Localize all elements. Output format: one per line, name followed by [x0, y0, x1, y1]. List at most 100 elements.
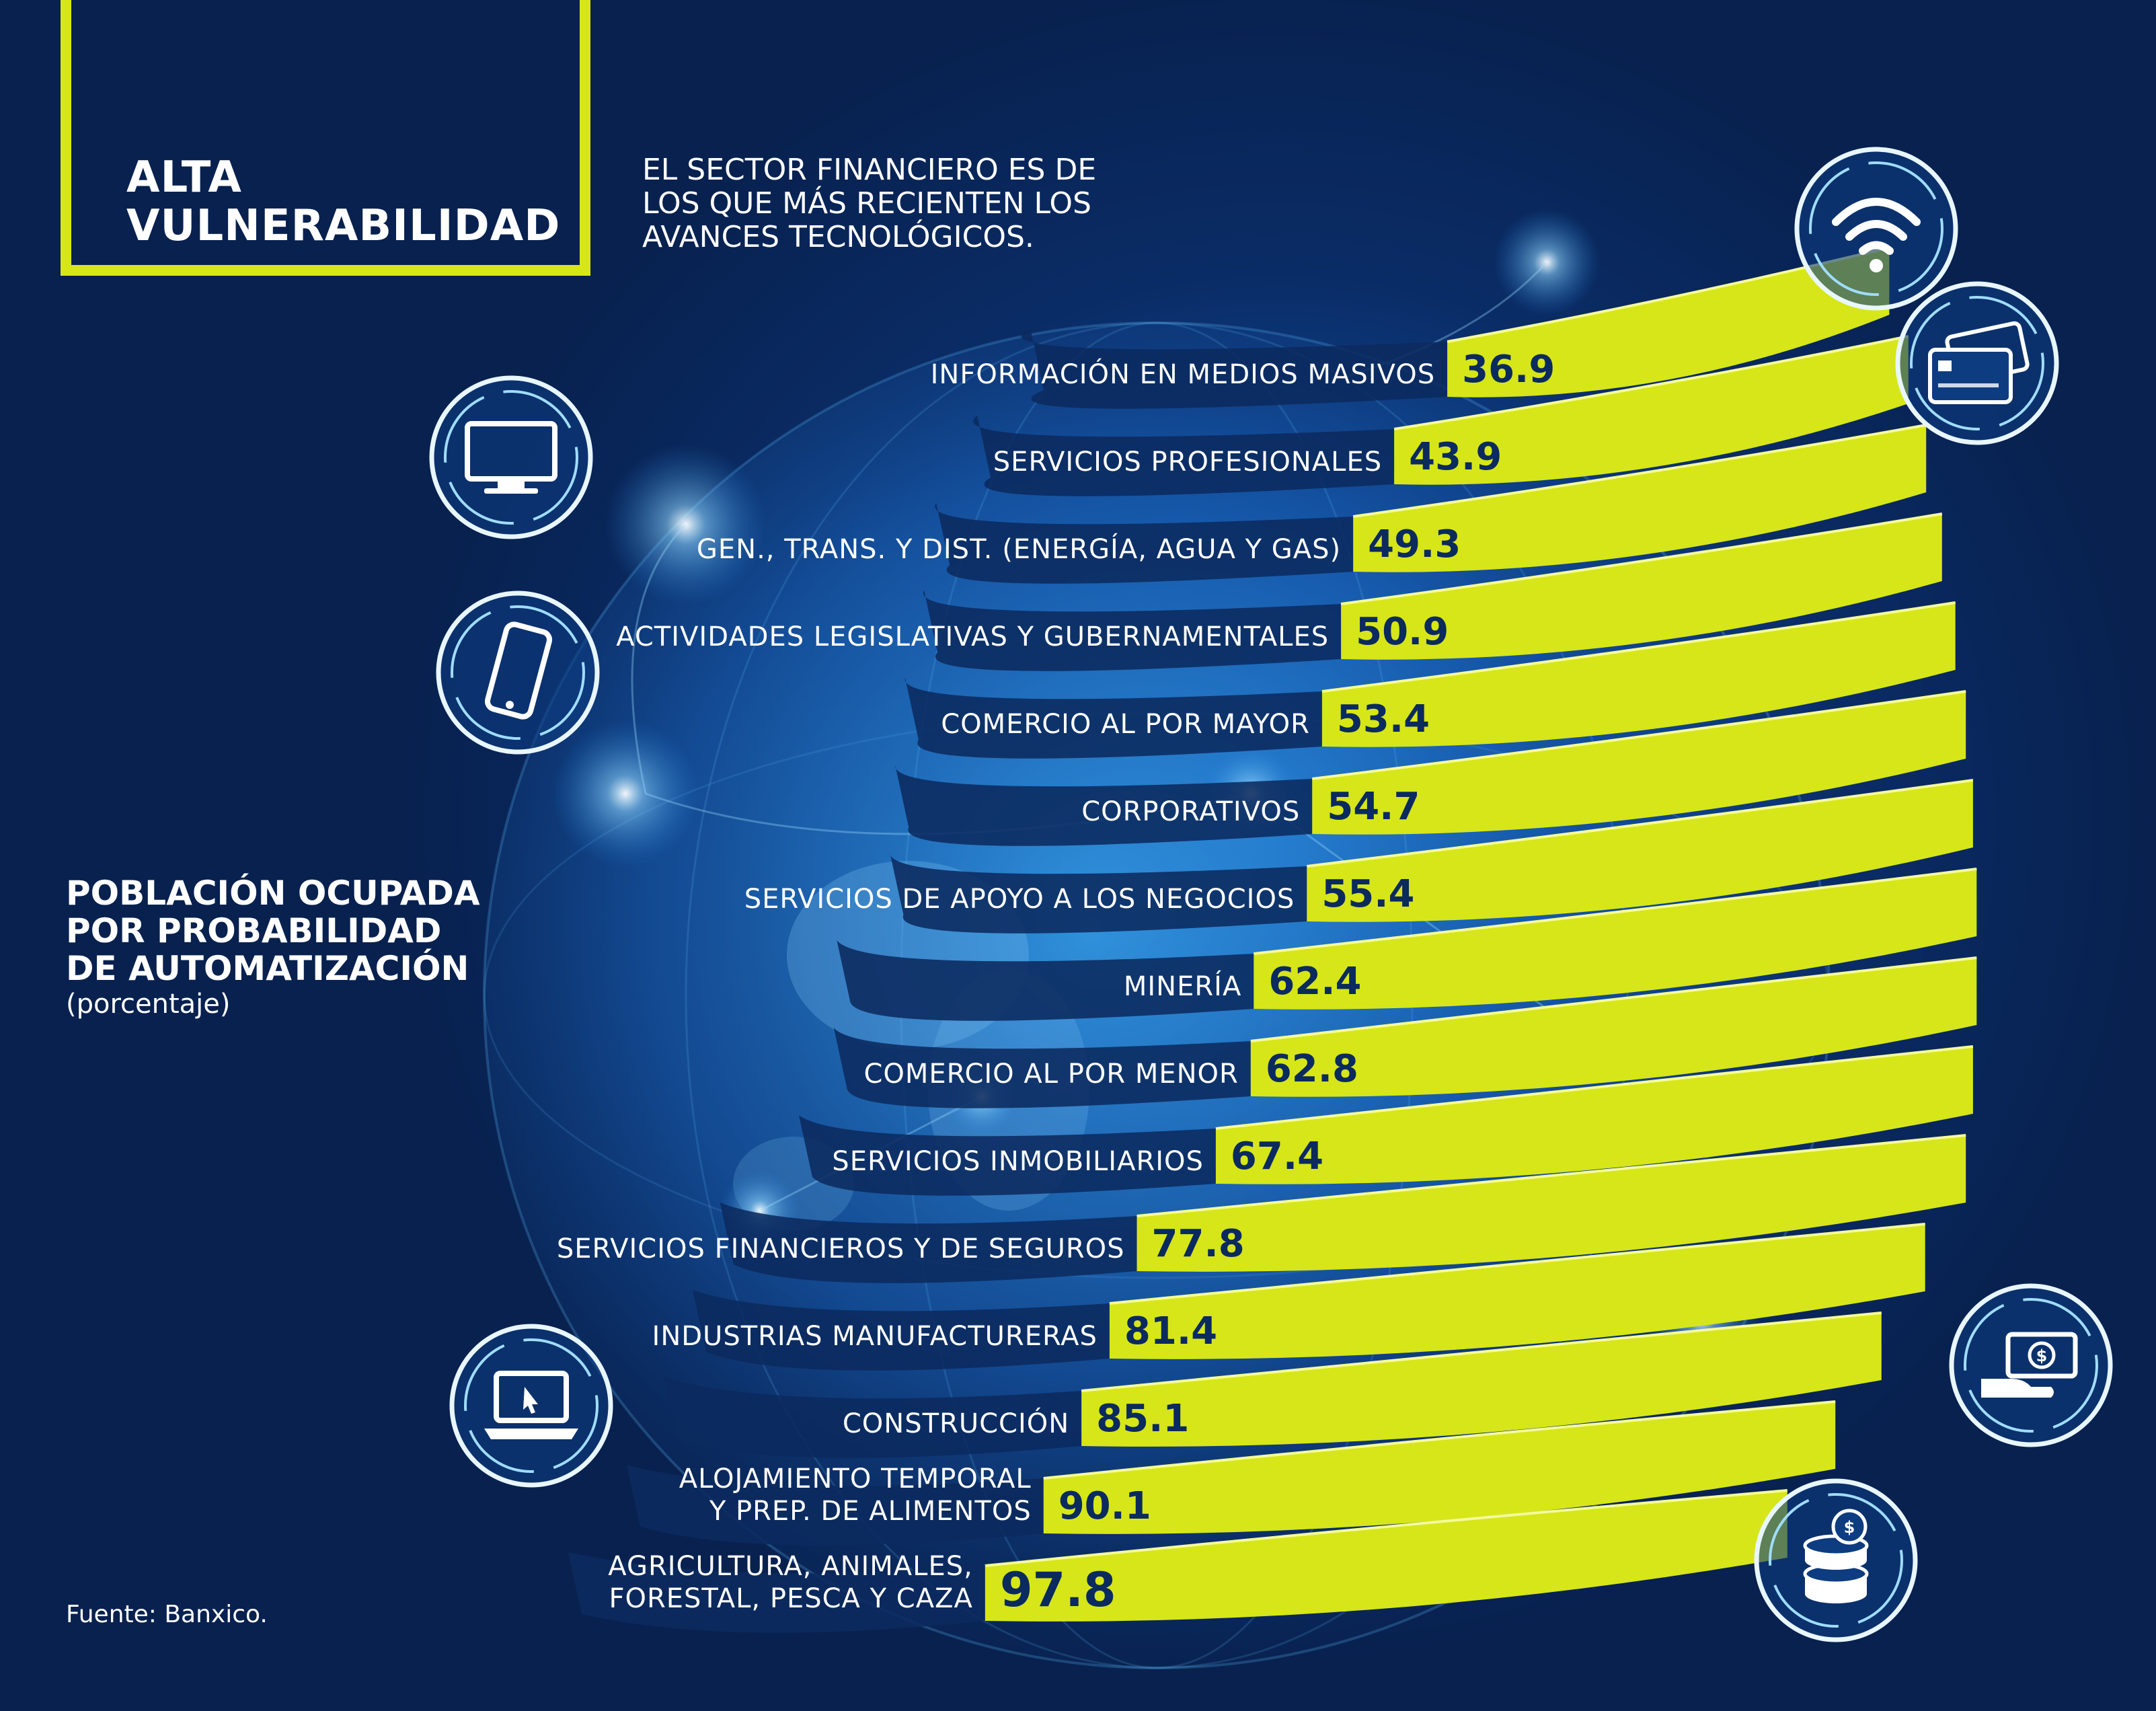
- band-dark-segment: [923, 591, 1342, 671]
- unit-label: (porcentaje): [66, 989, 231, 1020]
- value-label: 90.1: [1058, 1484, 1151, 1528]
- band-dark-segment: [720, 1203, 1137, 1283]
- category-label: FORESTAL, PESCA Y CAZA: [609, 1583, 972, 1614]
- value-label: 97.8: [1000, 1562, 1116, 1618]
- band-dark-segment: [833, 1028, 1251, 1108]
- band-edge: [1321, 601, 1956, 693]
- category-label: Y PREP. DE ALIMENTOS: [709, 1496, 1032, 1527]
- band-edge: [1307, 779, 1974, 868]
- value-label: 49.3: [1368, 523, 1461, 566]
- category-label: SERVICIOS FINANCIEROS Y DE SEGUROS: [557, 1233, 1125, 1264]
- value-label: 53.4: [1337, 697, 1430, 741]
- value-label: 50.9: [1356, 610, 1449, 654]
- band-value-bar: [1254, 869, 1977, 1010]
- band-edge: [1340, 512, 1943, 605]
- source-note: Fuente: Banxico.: [66, 1601, 268, 1628]
- page-title: ALTA VULNERABILIDAD: [126, 153, 560, 250]
- category-label: SERVICIOS PROFESIONALES: [993, 447, 1382, 478]
- value-label: 54.7: [1327, 785, 1420, 829]
- band-edge: [1043, 1400, 1836, 1480]
- band-dark-segment: [935, 503, 1354, 584]
- title-frame: [61, 0, 590, 276]
- band-edge: [1137, 1134, 1966, 1217]
- value-label: 67.4: [1231, 1135, 1323, 1178]
- band-value-bar: [1307, 780, 1973, 922]
- svg-text:$: $: [1844, 1518, 1855, 1537]
- band-edge: [1081, 1311, 1882, 1392]
- band-value-bar: [1321, 603, 1956, 747]
- band: SERVICIOS PROFESIONALES 43.9: [973, 335, 1909, 496]
- bands-layer: INFORMACIÓN EN MEDIOS MASIVOS 36.9SERVICI…: [557, 246, 1977, 1633]
- band: SERVICIOS DE APOYO A LOS NEGOCIOS 55.4: [744, 779, 1974, 934]
- band: AGRICULTURA, ANIMALES,FORESTAL, PESCA Y …: [568, 1489, 1787, 1633]
- note-line-2: LOS QUE MÁS RECIENTEN LOS: [642, 186, 1091, 221]
- band-value-bar: [985, 1490, 1787, 1622]
- band-edge: [1250, 956, 1977, 1042]
- band-edge: [1215, 1045, 1974, 1130]
- bank-card-icon: [1895, 281, 2059, 445]
- cash-hand-icon: $: [1949, 1283, 2113, 1447]
- value-label: 43.9: [1409, 435, 1502, 479]
- band-value-bar: [1250, 958, 1977, 1097]
- band-dark-segment: [692, 1290, 1110, 1371]
- band: MINERÍA 62.4: [837, 868, 1977, 1021]
- band-dark-segment: [568, 1552, 985, 1633]
- heading-line-3: DE AUTOMATIZACIÓN: [66, 949, 469, 988]
- band: GEN., TRANS. Y DIST. (ENERGÍA, AGUA Y GA…: [697, 424, 1927, 584]
- title-line-2: VULNERABILIDAD: [126, 201, 561, 251]
- band-dark-segment: [798, 1115, 1216, 1196]
- band-dark-segment: [626, 1465, 1044, 1546]
- category-label: COMERCIO AL POR MAYOR: [941, 709, 1310, 740]
- category-label: INDUSTRIAS MANUFACTURERAS: [652, 1321, 1098, 1352]
- laptop-icon: [449, 1324, 613, 1488]
- smartphone-icon: [436, 591, 600, 755]
- band-value-bar: [1353, 425, 1927, 572]
- category-label: AGRICULTURA, ANIMALES,: [608, 1551, 973, 1582]
- value-label: 62.8: [1266, 1047, 1358, 1091]
- band-value-bar: [1312, 691, 1966, 835]
- band-value-bar: [1081, 1313, 1882, 1447]
- band-dark-segment: [837, 940, 1254, 1021]
- band-edge: [1393, 335, 1909, 430]
- band-value-bar: [1137, 1135, 1966, 1272]
- band-dark-segment: [1021, 328, 1448, 409]
- band: COMERCIO AL POR MENOR 62.8: [833, 956, 1977, 1108]
- band-value-bar: [1109, 1224, 1925, 1359]
- band-edge: [1254, 868, 1977, 955]
- value-label: 62.4: [1268, 960, 1361, 1003]
- band-value-bar: [1043, 1402, 1836, 1534]
- category-label: INFORMACIÓN EN MEDIOS MASIVOS: [931, 358, 1436, 390]
- value-label: 81.4: [1124, 1309, 1217, 1353]
- band-dark-segment: [904, 678, 1322, 759]
- category-label: ALOJAMIENTO TEMPORAL: [679, 1463, 1032, 1494]
- band: SERVICIOS FINANCIEROS Y DE SEGUROS 77.8: [557, 1134, 1966, 1283]
- band-dark-segment: [890, 853, 1307, 934]
- value-label: 55.4: [1321, 872, 1414, 916]
- category-label: CONSTRUCCIÓN: [843, 1407, 1069, 1439]
- heading-line-2: POR PROBABILIDAD: [66, 911, 442, 950]
- band: COMERCIO AL POR MAYOR 53.4: [904, 601, 1956, 759]
- category-label: CORPORATIVOS: [1081, 796, 1300, 827]
- band-value-bar: [1341, 514, 1942, 660]
- value-label: 36.9: [1462, 348, 1555, 391]
- note-line-1: EL SECTOR FINANCIERO ES DE: [642, 153, 1097, 187]
- band: ACTIVIDADES LEGISLATIVAS Y GUBERNAMENTAL…: [616, 512, 1943, 671]
- note-line-3: AVANCES TECNOLÓGICOS.: [642, 220, 1034, 254]
- category-label: ACTIVIDADES LEGISLATIVAS Y GUBERNAMENTAL…: [616, 621, 1329, 652]
- heading-line-1: POBLACIÓN OCUPADA: [66, 874, 480, 913]
- band-value-bar: [1215, 1047, 1973, 1184]
- chart-heading: POBLACIÓN OCUPADA POR PROBABILIDAD DE AU…: [66, 874, 480, 987]
- category-label: SERVICIOS DE APOYO A LOS NEGOCIOS: [744, 884, 1295, 915]
- band: SERVICIOS INMOBILIARIOS 67.4: [798, 1045, 1974, 1196]
- band: INFORMACIÓN EN MEDIOS MASIVOS 36.9: [931, 246, 1890, 409]
- wifi-icon: [1794, 147, 1958, 311]
- band: INDUSTRIAS MANUFACTURERAS 81.4: [652, 1223, 1925, 1371]
- category-label: COMERCIO AL POR MENOR: [863, 1059, 1238, 1090]
- category-label: MINERÍA: [1124, 970, 1241, 1002]
- value-label: 85.1: [1096, 1397, 1189, 1441]
- title-line-1: ALTA: [126, 153, 242, 202]
- svg-text:$: $: [2036, 1346, 2048, 1365]
- category-label: GEN., TRANS. Y DIST. (ENERGÍA, AGUA Y GA…: [697, 533, 1341, 565]
